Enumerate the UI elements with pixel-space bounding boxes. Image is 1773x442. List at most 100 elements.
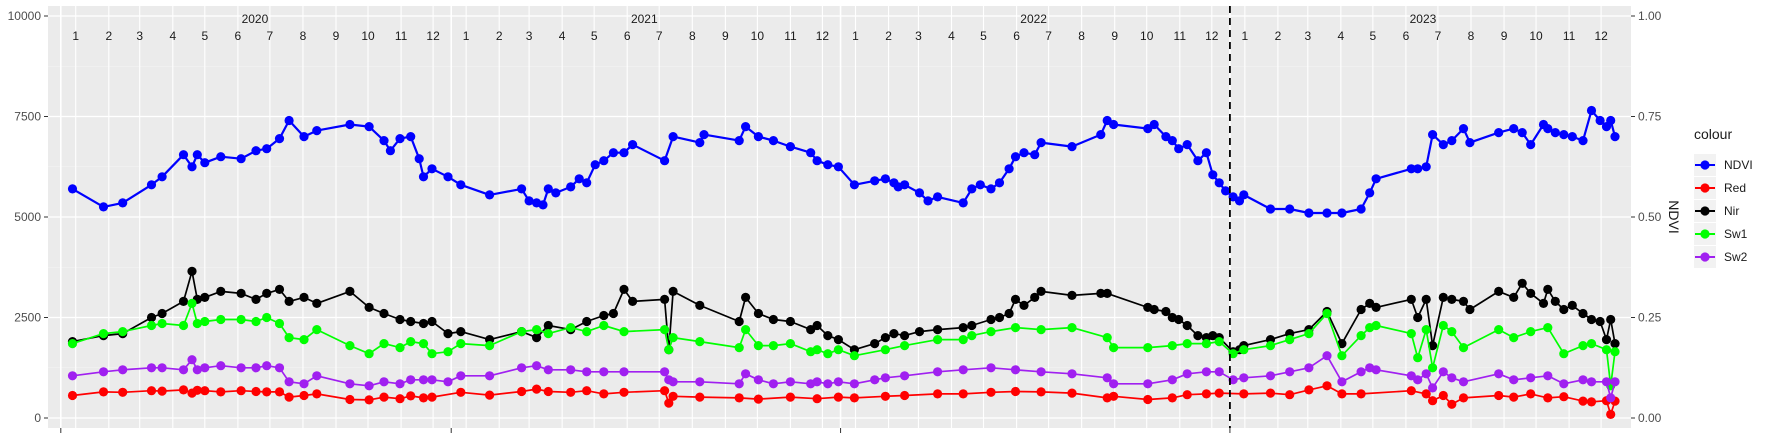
month-label: 10	[361, 29, 375, 43]
data-point-ndvi	[1036, 138, 1046, 148]
data-point-sw1	[1102, 333, 1112, 343]
data-point-sw1	[967, 331, 977, 341]
legend-item-red: Red	[1694, 177, 1746, 199]
legend: colour NDVI Red Nir Sw1 Sw2	[1694, 126, 1753, 268]
data-point-sw2	[118, 365, 128, 375]
data-point-nir	[1193, 331, 1203, 341]
month-label: 3	[1304, 29, 1311, 43]
data-point-ndvi	[823, 160, 833, 170]
legend-title: colour	[1694, 126, 1732, 142]
data-point-sw2	[1067, 369, 1077, 379]
data-point-sw2	[812, 377, 822, 387]
data-point-ndvi	[385, 146, 395, 156]
data-point-nir	[1004, 308, 1014, 319]
data-point-sw2	[1182, 369, 1192, 379]
data-point-sw2	[1109, 379, 1119, 389]
data-point-ndvi	[1201, 148, 1211, 158]
data-point-red	[695, 392, 705, 402]
data-point-sw1	[1167, 341, 1177, 351]
data-point-ndvi	[923, 196, 933, 206]
data-point-ndvi	[1337, 208, 1347, 218]
data-point-red	[345, 394, 355, 405]
data-point-sw2	[582, 367, 592, 377]
data-point-ndvi	[485, 190, 495, 200]
data-point-sw1	[395, 343, 405, 353]
data-point-sw2	[443, 377, 453, 387]
data-point-nir	[1438, 292, 1448, 302]
data-point-sw1	[566, 323, 576, 333]
data-point-sw1	[1559, 349, 1569, 359]
data-point-sw2	[1586, 377, 1597, 387]
data-point-red	[1428, 396, 1438, 406]
data-point-sw1	[98, 329, 109, 339]
data-point-sw1	[485, 341, 495, 351]
data-point-sw1	[880, 345, 891, 355]
data-point-sw1	[67, 339, 78, 349]
right-tick-label: 0.75	[1638, 110, 1662, 124]
data-point-ndvi	[299, 132, 309, 142]
data-point-sw1	[364, 349, 374, 359]
data-point-nir	[668, 286, 678, 296]
data-point-sw2	[1036, 367, 1046, 377]
data-point-nir	[1174, 314, 1184, 325]
data-point-sw2	[566, 365, 576, 375]
data-point-sw1	[1421, 325, 1431, 335]
right-tick-label: 0.25	[1638, 311, 1662, 325]
data-point-nir	[1465, 304, 1475, 315]
month-labels: 1 2 3 4 5 6 7 8 9 10 11 12 1 2 3 4 5 6 7 8 9 10 11 12 1 2 3 4 5 6 7 8 9 1…	[72, 29, 1608, 43]
data-point-sw2	[1543, 371, 1553, 381]
data-point-ndvi	[734, 136, 744, 146]
data-point-ndvi	[880, 174, 891, 184]
data-point-nir	[1096, 288, 1106, 298]
month-label: 5	[201, 29, 208, 43]
month-label: 10	[751, 29, 765, 43]
data-point-sw2	[1356, 367, 1366, 377]
data-point-nir	[1428, 341, 1438, 351]
data-point-nir	[1606, 314, 1616, 325]
month-label: 12	[426, 29, 440, 43]
data-point-nir	[1337, 339, 1347, 349]
legend-key-point	[1700, 252, 1710, 262]
data-point-sw2	[768, 379, 779, 389]
data-point-nir	[619, 284, 629, 294]
data-point-red	[1143, 394, 1153, 405]
data-point-sw1	[900, 341, 910, 351]
month-label: 7	[656, 29, 663, 43]
data-point-sw2	[1606, 393, 1616, 403]
data-point-sw1	[1509, 333, 1519, 343]
data-point-sw1	[1239, 345, 1249, 355]
data-point-ndvi	[967, 184, 977, 194]
data-point-ndvi	[456, 180, 466, 190]
data-point-red	[1167, 393, 1177, 403]
data-point-nir	[187, 266, 197, 276]
data-point-sw2	[1413, 375, 1423, 385]
data-point-sw1	[216, 314, 226, 325]
data-point-nir	[608, 308, 619, 319]
data-point-nir	[395, 314, 405, 325]
left-tick-label: 7500	[14, 110, 41, 124]
right-tick-label: 1.00	[1638, 9, 1662, 23]
left-tick-label: 10000	[8, 9, 42, 23]
year-label: 2023	[1410, 12, 1437, 26]
data-point-red	[1458, 393, 1469, 403]
data-point-sw2	[1010, 365, 1021, 375]
data-point-ndvi	[768, 136, 779, 146]
data-point-ndvi	[1239, 190, 1249, 200]
data-point-sw2	[1438, 367, 1448, 377]
data-point-sw2	[157, 363, 167, 373]
month-label: 6	[235, 29, 242, 43]
month-label: 6	[624, 29, 631, 43]
data-point-red	[660, 386, 670, 396]
data-point-sw2	[67, 371, 78, 381]
data-point-nir	[986, 314, 996, 325]
data-point-ndvi	[699, 130, 709, 140]
data-point-sw2	[517, 363, 527, 373]
data-point-sw1	[1036, 325, 1046, 335]
data-point-sw2	[178, 365, 189, 375]
data-point-sw1	[599, 320, 609, 331]
data-point-ndvi	[741, 122, 751, 132]
data-point-nir	[1517, 278, 1527, 288]
data-point-sw1	[1610, 347, 1620, 357]
data-point-sw1	[456, 339, 466, 349]
data-point-nir	[994, 312, 1005, 323]
